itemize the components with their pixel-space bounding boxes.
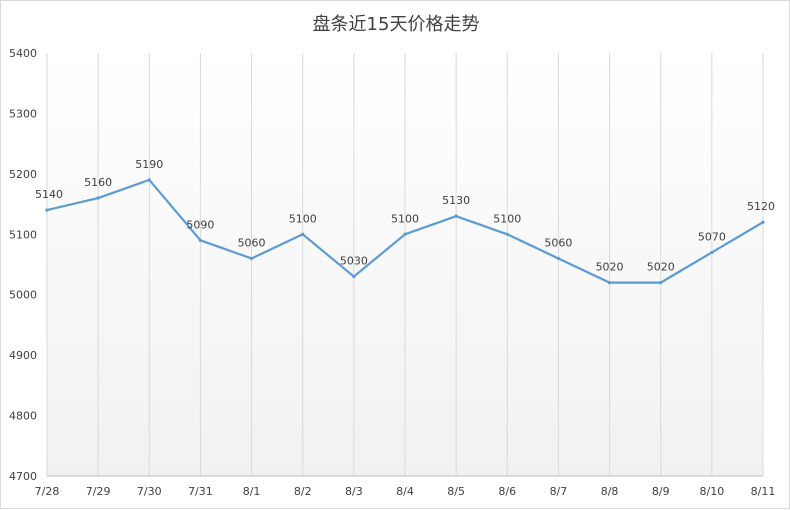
data-point xyxy=(607,281,612,285)
data-label: 5100 xyxy=(391,212,419,225)
data-label: 5020 xyxy=(596,261,624,274)
x-tick-label: 8/3 xyxy=(345,485,363,498)
x-tick-label: 7/28 xyxy=(35,485,60,498)
y-tick-label: 4900 xyxy=(9,349,37,362)
x-tick-label: 8/6 xyxy=(498,485,516,498)
data-point xyxy=(761,220,765,224)
y-tick-label: 4700 xyxy=(9,470,37,483)
data-label: 5100 xyxy=(493,212,521,225)
x-tick-label: 8/11 xyxy=(751,485,776,498)
data-label: 5090 xyxy=(186,218,214,231)
data-label: 5160 xyxy=(84,176,112,189)
x-tick-label: 8/9 xyxy=(652,485,670,498)
data-point xyxy=(556,256,561,261)
data-label: 5130 xyxy=(442,194,470,207)
x-tick-label: 8/5 xyxy=(447,485,465,498)
data-point xyxy=(454,214,458,218)
x-tick-label: 8/8 xyxy=(601,485,619,498)
x-tick-label: 7/29 xyxy=(86,485,111,498)
data-point xyxy=(96,196,100,200)
data-point xyxy=(659,281,663,285)
data-point xyxy=(147,178,151,182)
data-label: 5140 xyxy=(35,188,63,201)
y-tick-label: 5100 xyxy=(9,228,37,241)
data-label: 5020 xyxy=(647,261,675,274)
x-tick-label: 8/10 xyxy=(700,485,725,498)
data-label: 5060 xyxy=(238,236,266,249)
chart-title: 盘条近15天价格走势 xyxy=(313,14,480,35)
y-tick-label: 5400 xyxy=(9,47,37,60)
data-label: 5070 xyxy=(698,230,726,243)
data-point xyxy=(45,208,49,212)
data-point xyxy=(249,256,254,261)
data-label: 5030 xyxy=(340,255,368,268)
data-label: 5100 xyxy=(289,212,317,225)
data-point xyxy=(710,250,714,255)
y-tick-label: 4800 xyxy=(9,410,37,423)
x-tick-label: 8/4 xyxy=(396,485,414,498)
y-tick-label: 5200 xyxy=(9,168,37,181)
data-point xyxy=(505,232,509,236)
data-label: 5120 xyxy=(747,200,775,213)
x-tick-label: 7/31 xyxy=(188,485,213,498)
x-tick-label: 8/1 xyxy=(243,485,261,498)
data-point xyxy=(352,274,356,279)
x-tick-label: 7/30 xyxy=(137,485,162,498)
data-label: 5060 xyxy=(544,236,572,249)
data-point xyxy=(403,232,407,236)
x-tick-label: 8/7 xyxy=(550,485,568,498)
data-label: 5190 xyxy=(135,158,163,171)
y-tick-label: 5000 xyxy=(9,289,37,302)
x-tick-label: 8/2 xyxy=(294,485,312,498)
data-point xyxy=(198,238,203,242)
y-tick-label: 5300 xyxy=(9,107,37,120)
data-point xyxy=(301,232,305,236)
